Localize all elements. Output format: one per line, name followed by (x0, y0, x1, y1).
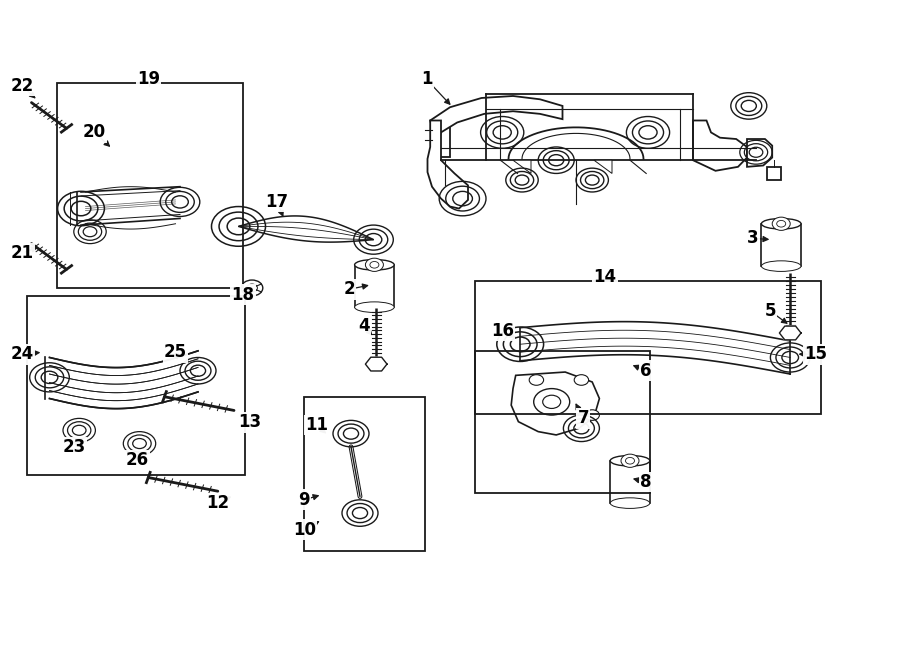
Circle shape (585, 410, 599, 420)
Polygon shape (432, 120, 450, 157)
Text: 6: 6 (641, 361, 652, 380)
Bar (27, 296, 245, 475)
Ellipse shape (761, 261, 801, 271)
Polygon shape (693, 120, 747, 171)
Text: 22: 22 (11, 77, 34, 95)
Polygon shape (779, 326, 801, 340)
Text: 19: 19 (137, 70, 160, 89)
Polygon shape (430, 96, 562, 146)
Text: 21: 21 (11, 244, 34, 262)
Text: 12: 12 (206, 494, 230, 512)
Text: 15: 15 (804, 345, 827, 363)
Text: 25: 25 (164, 343, 187, 361)
Text: 3: 3 (747, 229, 758, 248)
Bar (57, 83, 243, 288)
Text: 5: 5 (765, 302, 776, 320)
Text: 10: 10 (292, 520, 316, 539)
Text: 11: 11 (305, 416, 328, 434)
Ellipse shape (610, 498, 650, 508)
Text: 26: 26 (125, 451, 148, 469)
Text: 17: 17 (266, 193, 289, 211)
Bar (610, 461, 650, 503)
Circle shape (621, 454, 639, 467)
Circle shape (534, 389, 570, 415)
Bar (355, 265, 394, 307)
Polygon shape (365, 357, 387, 371)
Ellipse shape (761, 218, 801, 229)
Text: 13: 13 (238, 413, 262, 432)
Polygon shape (428, 120, 468, 209)
Text: 16: 16 (491, 322, 514, 340)
Polygon shape (594, 160, 612, 173)
Polygon shape (747, 139, 772, 167)
Ellipse shape (355, 260, 394, 270)
Circle shape (365, 258, 383, 271)
Text: 20: 20 (83, 123, 106, 142)
Circle shape (241, 280, 263, 296)
Circle shape (772, 217, 790, 230)
Bar (304, 397, 425, 551)
Text: 7: 7 (578, 409, 589, 428)
Polygon shape (511, 372, 599, 435)
Bar (475, 281, 821, 414)
Polygon shape (238, 216, 374, 242)
Polygon shape (767, 167, 781, 180)
Circle shape (529, 375, 544, 385)
Text: 24: 24 (11, 345, 34, 363)
Text: 2: 2 (344, 280, 355, 299)
Text: 18: 18 (231, 285, 255, 304)
Text: 1: 1 (421, 70, 432, 89)
Text: 14: 14 (593, 267, 616, 286)
Bar (761, 224, 801, 266)
Circle shape (574, 375, 589, 385)
Bar (475, 351, 650, 493)
Text: 9: 9 (299, 491, 310, 509)
Text: 4: 4 (358, 316, 369, 335)
Ellipse shape (610, 455, 650, 466)
Text: 8: 8 (641, 473, 652, 491)
Text: 23: 23 (62, 438, 86, 456)
Polygon shape (513, 160, 531, 173)
Ellipse shape (355, 302, 394, 312)
